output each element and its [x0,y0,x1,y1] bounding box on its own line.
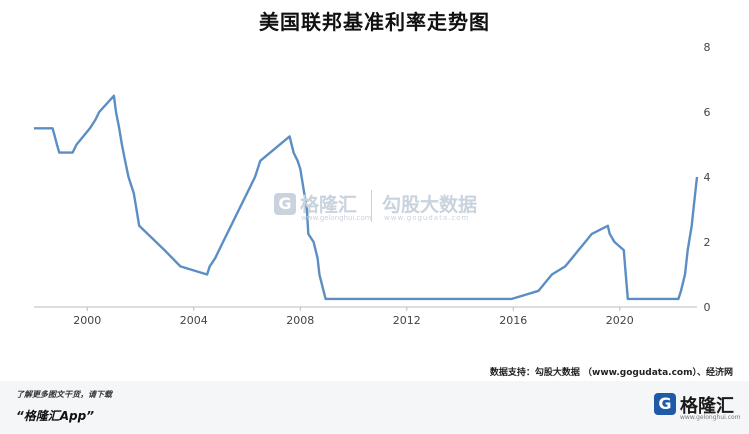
chart-plot: 0 2 4 6 8 2000 2004 2008 2012 2016 2020 [34,41,711,327]
x-tick-label: 2008 [286,314,314,327]
chart-title: 美国联邦基准利率走势图 [259,10,490,34]
rate-line [34,94,699,301]
y-tick-label: 6 [704,106,711,119]
footer-bar: 了解更多图文干货，请下载 “格隆汇App” G 格隆汇 www.gelonghu… [0,381,749,434]
footer-logo-sub: www.gelonghui.com [680,414,741,421]
x-tick-label: 2016 [499,314,527,327]
y-tick-label: 2 [704,236,711,249]
y-tick-label: 4 [704,171,711,184]
x-tick-label: 2000 [73,314,101,327]
watermark-separator [371,190,372,222]
watermark-name: 格隆汇 [300,194,358,216]
x-tick-label: 2004 [180,314,208,327]
x-tick-label: 2012 [393,314,421,327]
gelonghui-logo-icon: G [654,393,676,415]
x-tick-label: 2020 [606,314,634,327]
watermark-brand-sub: www.gogudata.com [384,214,470,222]
y-tick-label: 0 [704,301,711,314]
watermark-brand: 勾股大数据 [382,194,478,216]
footer-app-name[interactable]: “格隆汇App” [16,409,94,423]
watermark-name-sub: www.gelonghui.com [301,214,372,222]
footer-tip: 了解更多图文干货，请下载 [16,390,112,399]
footer-logo-name: 格隆汇 [680,396,734,417]
watermark-logo-icon: G [274,193,296,215]
source-note: 数据支持：勾股大数据 （www.gogudata.com）、经济网 [489,368,733,378]
y-tick-label: 8 [704,41,711,54]
